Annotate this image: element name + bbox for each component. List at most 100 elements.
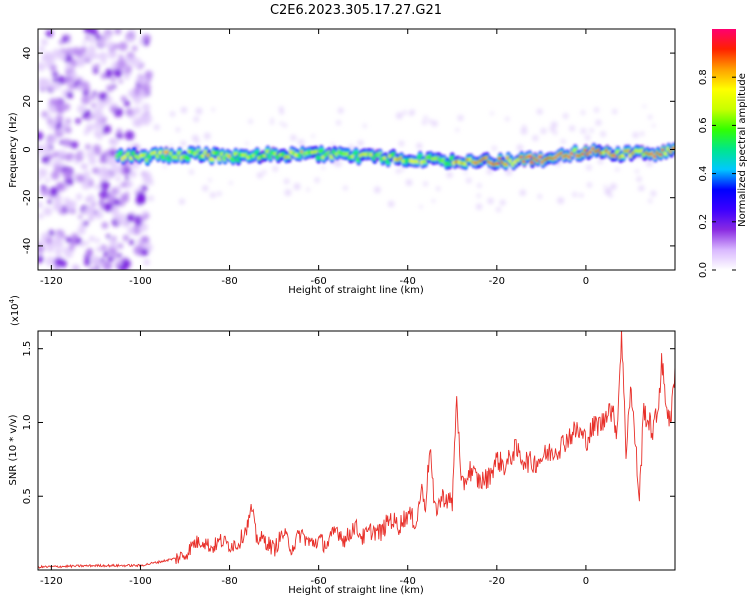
spectrogram-noise-cell xyxy=(38,176,41,182)
spectrogram-noise-cell xyxy=(45,237,53,245)
spectrogram-noise-cell xyxy=(131,57,142,68)
spectrogram-noise-cell xyxy=(112,165,122,175)
spectrogram-noise-cell xyxy=(128,239,135,246)
spectrogram-noise-cell xyxy=(337,107,344,114)
snr-plot-area xyxy=(38,331,675,570)
spectrogram-noise-cell xyxy=(229,181,233,185)
spectrogram-noise-cell xyxy=(120,95,127,102)
spectrogram-noise-cell xyxy=(455,128,460,132)
spectrogram-noise-cell xyxy=(83,170,91,178)
spectrogram-noise-cell xyxy=(537,194,543,199)
spectrogram-noise-cell xyxy=(52,71,58,77)
spectrogram-noise-cell xyxy=(597,158,604,164)
spectrogram-noise-cell xyxy=(101,221,109,229)
spectrogram-noise-cell xyxy=(423,115,428,120)
spectrogram-noise-cell xyxy=(89,266,95,270)
spectrogram-noise-cell xyxy=(52,202,61,211)
spectrogram-noise-cell xyxy=(284,189,292,196)
spectrogram-noise-cell xyxy=(211,108,215,112)
spectrogram-noise-cell xyxy=(216,191,222,197)
spectrogram-noise-cell xyxy=(117,253,122,258)
spectrogram-noise-cell xyxy=(38,153,41,158)
x-tick-label: -120 xyxy=(40,576,63,587)
spectrogram-noise-cell xyxy=(141,83,151,93)
spectrogram-noise-cell xyxy=(270,117,274,121)
spectrogram-noise-cell xyxy=(94,212,99,218)
spectrogram-noise-cell xyxy=(38,46,45,52)
spectrogram-noise-cell xyxy=(120,193,129,202)
figure-title: C2E6.2023.305.17.27.G21 xyxy=(270,3,442,18)
spectrogram-noise-cell xyxy=(124,130,135,141)
x-tick-label: -100 xyxy=(129,576,152,587)
spectrogram-noise-cell xyxy=(89,94,95,100)
spectrogram-noise-cell xyxy=(81,180,91,190)
spectrogram-noise-cell xyxy=(68,71,78,80)
spectrogram-noise-cell xyxy=(131,45,138,52)
spectrogram-noise-cell xyxy=(405,179,413,186)
spectrogram-x-label: Height of straight line (km) xyxy=(288,285,424,296)
spectrogram-noise-cell xyxy=(569,125,576,132)
spectrogram-noise-cell xyxy=(416,142,423,150)
spectrogram-noise-cell xyxy=(63,197,70,204)
spectrogram-noise-cell xyxy=(116,58,127,69)
spectrogram-noise-cell xyxy=(40,38,48,46)
spectrogram-noise-cell xyxy=(75,49,85,58)
snr-x-label: Height of straight line (km) xyxy=(288,585,424,596)
spectrogram-noise-cell xyxy=(314,177,320,183)
spectrogram-noise-cell xyxy=(519,189,526,196)
spectrogram-noise-cell xyxy=(42,147,51,156)
spectrogram-noise-cell xyxy=(141,248,149,256)
spectrogram-noise-cell xyxy=(532,135,539,142)
spectrogram-panel: -120 -100 -80 -60 -40 -20 0 -40 -20 0 20 40 Height… xyxy=(8,28,676,296)
spectrogram-noise-cell xyxy=(137,194,147,204)
spectrogram-noise-cell xyxy=(69,80,74,85)
spectrogram-noise-cell xyxy=(321,166,326,170)
snr-x-ticks: -120 -100 -80 -60 -40 -20 0 xyxy=(40,331,589,587)
spectrogram-noise-cell xyxy=(650,190,657,197)
spectrogram-noise-cell xyxy=(536,108,543,115)
spectrogram-noise-cell xyxy=(476,203,483,210)
spectrogram-noise-cell xyxy=(141,185,148,192)
spectrogram-noise-cell xyxy=(560,139,566,144)
spectrogram-ridge xyxy=(115,142,675,171)
snr-panel: -120 -100 -80 -60 -40 -20 0 0.5 1.0 1.5 Height o… xyxy=(8,295,676,596)
spectrogram-noise-cell xyxy=(115,176,121,182)
spectrogram-noise-cell xyxy=(632,132,639,139)
spectrogram-noise-cell xyxy=(38,201,44,209)
spectrogram-noise-cell xyxy=(105,35,111,41)
spectrogram-noise-cell xyxy=(491,145,497,151)
spectrogram-noise-cell xyxy=(169,111,176,117)
spectrogram-noise-cell xyxy=(57,149,67,159)
snr-y-multiplier-base: (x10 xyxy=(10,303,21,326)
spectrogram-noise-cell xyxy=(96,112,105,121)
spectrogram-noise-cell xyxy=(431,199,436,203)
spectrogram-noise-cell xyxy=(572,192,578,198)
spectrogram-noise-cell xyxy=(95,149,102,156)
spectrogram-noise-cell xyxy=(117,261,122,266)
y-tick-label: 1.0 xyxy=(22,415,33,431)
spectrogram-noise-cell xyxy=(586,182,593,188)
x-tick-label: -80 xyxy=(221,276,237,287)
spectrogram-noise-cell xyxy=(38,213,44,219)
y-tick-label: 1.5 xyxy=(22,341,33,357)
spectrogram-noise-cell xyxy=(95,246,101,252)
spectrogram-noise-cell xyxy=(180,140,187,147)
spectrogram-noise-cell xyxy=(140,235,150,245)
spectrogram-noise-cell xyxy=(99,157,106,164)
spectrogram-noise-cell xyxy=(108,49,117,58)
spectrogram-noise-cell xyxy=(357,139,364,147)
snr-y-multiplier: (x104) xyxy=(8,295,21,326)
spectrogram-noise-cell xyxy=(91,102,97,109)
spectrogram-noise-cell xyxy=(106,234,111,239)
spectrogram-x-ticks: -120 -100 -80 -60 -40 -20 0 xyxy=(40,29,589,287)
spectrogram-noise-cell xyxy=(64,249,74,259)
spectrogram-noise-cell xyxy=(298,139,305,146)
spectrogram-noise-cell xyxy=(84,240,89,246)
spectrogram-noise-cell xyxy=(635,169,639,174)
spectrogram-noise-cell xyxy=(114,29,122,35)
spectrogram-noise-cell xyxy=(133,95,142,105)
spectrogram-noise-cell xyxy=(122,234,130,242)
spectrogram-noise-cell xyxy=(38,239,43,245)
spectrogram-noise-cell xyxy=(189,169,194,175)
spectrogram-noise-cell xyxy=(106,84,114,92)
